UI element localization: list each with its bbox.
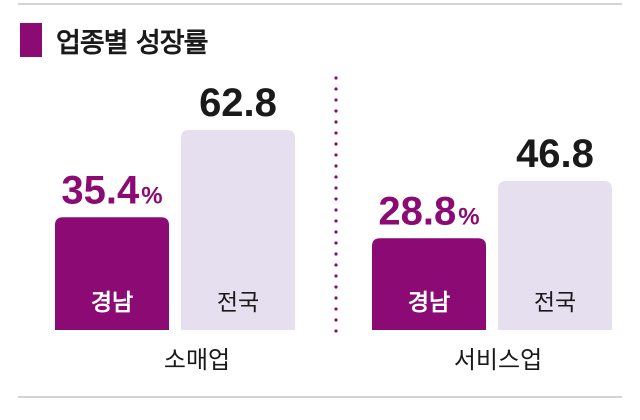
value-unit: % [458,203,479,230]
value-label: 62.8 [199,81,277,125]
category-label: 서비스업 [454,346,542,374]
bar-label: 경남 [408,290,450,316]
value-unit: % [141,182,162,209]
separator-dot [334,329,338,333]
separator-dot [334,120,338,124]
separator-dot [334,164,338,168]
value-number: 28.8 [378,189,456,233]
separator-dot [334,109,338,113]
separator-dot [334,186,338,190]
separator-dot [334,241,338,245]
separator-dot [334,252,338,256]
value-label: 35.4% [61,168,162,212]
separator-dot [334,87,338,91]
separator-dot [334,153,338,157]
separator-dot [334,131,338,135]
separator-dot [334,318,338,322]
separator-dot [334,285,338,289]
separator-dot [334,307,338,311]
separator-dot [334,230,338,234]
separator-dot [334,197,338,201]
separator-dot [334,142,338,146]
bar-label: 전국 [534,290,576,316]
title-marker [20,23,42,57]
top-rule [18,3,622,5]
separator-dot [334,263,338,267]
bottom-rule [18,396,622,398]
value-label: 28.8% [378,189,479,233]
bar-서비스업-경남 [372,238,486,330]
bar-소매업-전국 [181,130,295,330]
separator-dot [334,76,338,80]
bar-서비스업-전국 [498,180,612,330]
bar-label: 경남 [91,290,133,316]
separator-dot [334,296,338,300]
separator-dot [334,98,338,102]
bar-소매업-경남 [55,217,169,330]
chart-title: 업종별 성장률 [56,27,208,59]
value-number: 62.8 [199,81,277,125]
separator-dot [334,208,338,212]
separator-dot [334,274,338,278]
bar-label: 전국 [217,290,259,316]
separator-dot [334,219,338,223]
chart-title-block: 업종별 성장률 [20,22,208,59]
value-label: 46.8 [516,132,594,176]
category-label: 소매업 [164,346,230,374]
separator-dot [334,175,338,179]
value-number: 46.8 [516,132,594,176]
value-number: 35.4 [61,168,140,212]
